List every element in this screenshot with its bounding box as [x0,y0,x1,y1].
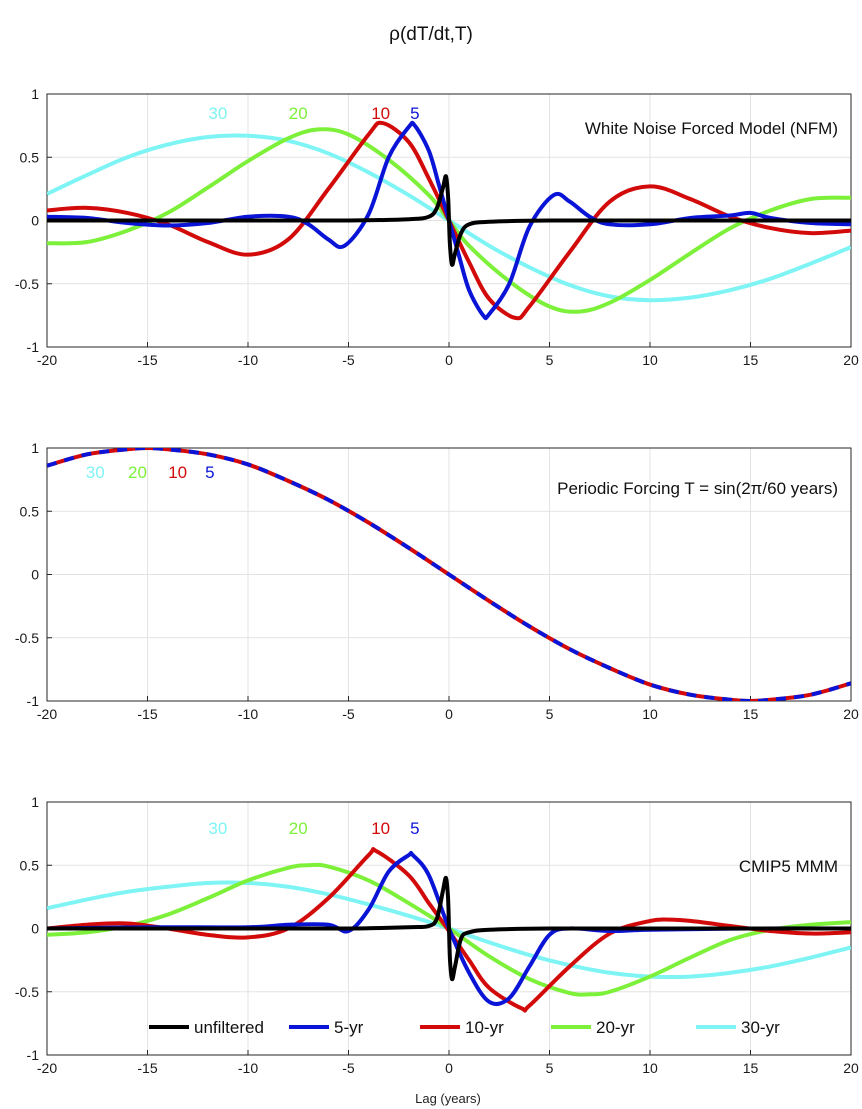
y-tick-label: 0.5 [20,857,40,873]
series-line-unfiltered [47,875,851,982]
series-line-unfiltered [47,174,851,267]
y-tick-label: -0.5 [15,984,39,1000]
x-tick-label: 15 [743,706,759,722]
panel-annotation: CMIP5 MMM [739,857,838,876]
x-tick-label: -5 [342,706,355,722]
series-line-5-yr [47,448,851,701]
panel-2: -20 -15 -10 -5 0 5 10 15 20 -1 -0.5 0 0.5 1 Periodic F… [15,440,859,722]
y-tick-label: -0.5 [15,276,39,292]
legend-label-20-yr: 20-yr [596,1018,635,1037]
x-tick-label: 10 [642,352,658,368]
x-tick-label: -10 [238,1060,258,1076]
x-tick-label: 10 [642,706,658,722]
x-tick-label: -5 [342,352,355,368]
x-tick-label: 0 [445,1060,453,1076]
legend-label-10-yr: 10-yr [465,1018,504,1037]
legend: unfiltered 5-yr 10-yr 20-yr 30-yr [149,1018,780,1037]
series-group [47,448,851,701]
series-line-5-yr [47,850,851,1007]
series-group [47,846,851,1013]
y-tick-label: 1 [31,440,39,456]
lag-label-20: 20 [128,463,147,482]
lag-label-10: 10 [371,819,390,838]
y-tick-label: 0.5 [20,503,40,519]
lag-label-20: 20 [289,819,308,838]
x-tick-label: 15 [743,1060,759,1076]
y-tick-label: -0.5 [15,630,39,646]
x-tick-label: -10 [238,352,258,368]
x-tick-label: -15 [137,706,157,722]
x-tick-label: 20 [843,706,859,722]
x-tick-label: -20 [37,706,57,722]
x-tick-label: -5 [342,1060,355,1076]
lag-label-5: 5 [410,104,419,123]
y-tick-label: 1 [31,794,39,810]
panel-3: -20 -15 -10 -5 0 5 10 15 20 -1 -0.5 0 0.5 1 CMIP5 MMM 3… [15,794,859,1076]
y-tick-label: -1 [27,693,40,709]
panel-annotation: Periodic Forcing T = sin(2π/60 years) [557,479,838,498]
figure-title: ρ(dT/dt,T) [389,24,473,45]
y-tick-label: -1 [27,1047,40,1063]
lag-label-10: 10 [371,104,390,123]
y-tick-label: 0 [31,921,39,937]
x-tick-label: 5 [546,1060,554,1076]
lag-label-30: 30 [208,104,227,123]
x-tick-label: -15 [137,352,157,368]
x-tick-label: 0 [445,352,453,368]
x-tick-label: 5 [546,706,554,722]
x-tick-label: 10 [642,1060,658,1076]
series-group [47,120,851,321]
y-tick-label: 0 [31,567,39,583]
lag-label-10: 10 [168,463,187,482]
x-tick-label: -20 [37,1060,57,1076]
x-axis-label: Lag (years) [415,1091,481,1106]
x-tick-label: -20 [37,352,57,368]
y-tick-label: -1 [27,339,40,355]
x-tick-label: 0 [445,706,453,722]
panel-1: -20 -15 -10 -5 0 5 10 15 20 -1 -0.5 0 0.5 1 White Nois… [15,86,859,368]
x-tick-label: 5 [546,352,554,368]
x-tick-label: 20 [843,1060,859,1076]
x-tick-label: -15 [137,1060,157,1076]
legend-label-30-yr: 30-yr [741,1018,780,1037]
lag-label-30: 30 [86,463,105,482]
legend-label-unfiltered: unfiltered [194,1018,264,1037]
y-tick-label: 0.5 [20,149,40,165]
lag-label-20: 20 [289,104,308,123]
x-tick-label: 15 [743,352,759,368]
y-tick-label: 1 [31,86,39,102]
lag-label-5: 5 [410,819,419,838]
x-tick-label: -10 [238,706,258,722]
lag-label-5: 5 [205,463,214,482]
x-tick-label: 20 [843,352,859,368]
legend-label-5-yr: 5-yr [334,1018,364,1037]
y-tick-label: 0 [31,213,39,229]
panel-annotation: White Noise Forced Model (NFM) [585,119,838,138]
lag-label-30: 30 [208,819,227,838]
